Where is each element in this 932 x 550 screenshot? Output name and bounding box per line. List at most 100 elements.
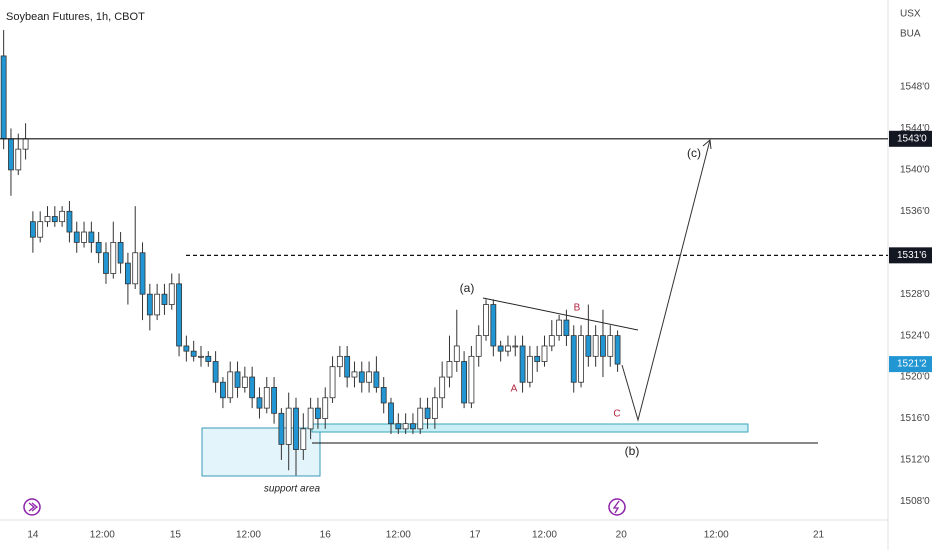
support-band (311, 423, 749, 433)
candle-body (168, 283, 175, 305)
candle-body (227, 371, 234, 399)
y-tick-label: 1524'0 (900, 330, 930, 341)
event-icon[interactable] (23, 498, 41, 516)
candle-body (395, 423, 402, 430)
candle-body (424, 407, 431, 419)
unit-label: BUA (900, 29, 921, 40)
candle-body (125, 262, 131, 285)
candle-body (351, 371, 358, 378)
candle-body (66, 210, 73, 233)
price-label: 1543'0 (897, 133, 927, 144)
candle-body (146, 293, 153, 316)
candle-body (15, 148, 22, 171)
support-zone (201, 427, 321, 477)
candle-body (410, 423, 416, 430)
candle-body (366, 371, 372, 383)
candle-body (534, 355, 541, 362)
candle-body (132, 252, 139, 285)
candle-body (234, 371, 241, 388)
price-label-bg (889, 247, 932, 264)
annotation: (a) (460, 281, 475, 295)
candle-body (526, 355, 533, 383)
annotation: (b) (625, 444, 640, 458)
candle-body (271, 387, 277, 414)
candle-body (293, 407, 299, 450)
price-label-bg (889, 130, 932, 147)
candle-body (59, 210, 66, 223)
candle-body (285, 407, 292, 445)
candle-body (483, 304, 489, 337)
x-tick-label: 12:00 (90, 530, 115, 541)
y-tick-label: 1520'0 (900, 372, 930, 383)
candle-body (307, 407, 314, 430)
x-tick-label: 12:00 (532, 530, 557, 541)
x-tick-label: 17 (469, 530, 481, 541)
candle-body (600, 335, 606, 357)
candle-body (607, 335, 614, 357)
candle-body (176, 283, 182, 347)
candle-body (461, 361, 467, 404)
candle-body (110, 241, 117, 274)
candle-body (51, 216, 58, 223)
last-price-label: 1521'2 (897, 359, 927, 370)
candle-body (497, 345, 504, 352)
x-tick-label: 20 (616, 530, 628, 541)
candle-body (592, 335, 599, 357)
candle-body (241, 376, 248, 388)
x-tick-label: 16 (320, 530, 332, 541)
arrow-head (702, 139, 712, 150)
candle-body (541, 345, 548, 362)
candle-body (212, 361, 219, 383)
candle-body (300, 428, 307, 450)
x-tick-label: 15 (170, 530, 182, 541)
candle-body (220, 381, 226, 399)
candle-body (29, 221, 36, 238)
candle-body (578, 335, 584, 383)
candle-body (198, 355, 204, 358)
x-tick-label: 14 (27, 530, 39, 541)
candle-body (563, 319, 570, 337)
candle-body (183, 345, 190, 352)
candle-body (519, 345, 526, 383)
candle-body (263, 387, 270, 409)
chart-title: Soybean Futures, 1h, CBOT (6, 11, 145, 23)
candle-body (8, 138, 14, 171)
candle-body (468, 355, 475, 404)
y-tick-label: 1540'0 (900, 165, 930, 176)
candle-body (95, 241, 102, 254)
annotation: C (613, 409, 620, 420)
candle-body (161, 293, 168, 305)
candle-body (256, 397, 263, 409)
y-tick-label: 1544'0 (900, 123, 930, 134)
candle-body (44, 216, 51, 223)
candle-body (73, 231, 80, 243)
candle-body (417, 407, 424, 430)
y-tick-label: 1548'0 (900, 82, 930, 93)
candle-body (446, 361, 453, 378)
candle-body (249, 376, 256, 399)
y-tick-label: 1508'0 (900, 496, 930, 507)
annotation: B (574, 303, 581, 314)
candle-body (336, 355, 343, 368)
y-tick-label: 1528'0 (900, 289, 930, 300)
trend-line (482, 297, 639, 331)
candle-body (388, 402, 394, 425)
event-icon[interactable] (608, 498, 626, 516)
candle-body (614, 335, 621, 365)
candle-body (103, 252, 109, 274)
candle-body (548, 335, 555, 347)
candle-body (81, 231, 87, 243)
candle-body (453, 345, 460, 362)
annotation: (c) (687, 146, 701, 160)
candle-body (0, 55, 7, 140)
candle-body (570, 335, 577, 383)
candle-body (278, 412, 285, 445)
candle-body (88, 231, 95, 243)
candle-body (402, 423, 409, 430)
price-label: 1531'6 (897, 250, 927, 261)
candle-body (512, 345, 519, 348)
candle-body (439, 376, 446, 399)
projection-path (621, 139, 711, 422)
